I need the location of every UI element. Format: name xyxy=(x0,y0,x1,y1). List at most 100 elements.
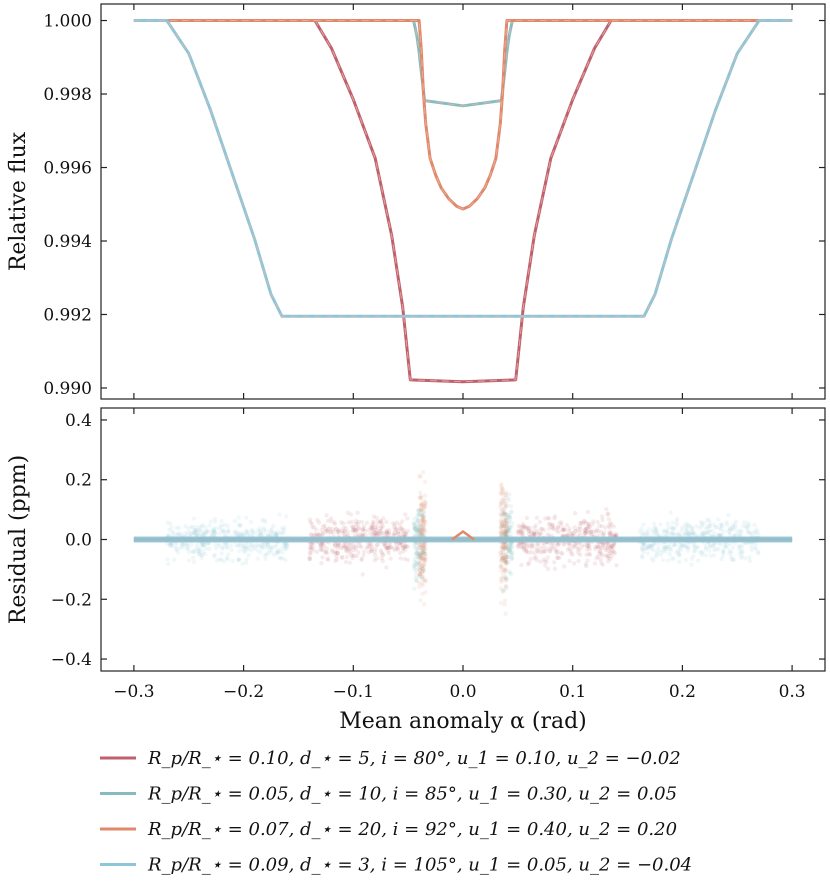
residual-point xyxy=(594,529,599,534)
residual-point xyxy=(712,542,717,547)
residual-point xyxy=(654,550,659,555)
residual-point xyxy=(498,518,503,523)
residual-point xyxy=(745,530,751,535)
residual-point xyxy=(226,530,231,535)
residual-point xyxy=(753,546,759,552)
residual-point xyxy=(501,511,507,517)
residual-point xyxy=(191,555,196,560)
residual-point xyxy=(552,514,558,519)
residual-point xyxy=(324,528,329,534)
residual-point xyxy=(422,551,427,557)
residual-point xyxy=(697,549,702,555)
residual-point xyxy=(699,550,704,555)
residual-point xyxy=(538,531,543,536)
residual-point xyxy=(347,542,353,547)
residual-point xyxy=(674,522,679,527)
residual-point xyxy=(503,567,508,572)
residual-point xyxy=(392,527,397,532)
residual-point xyxy=(244,546,249,551)
residual-point xyxy=(586,521,591,527)
residual-point xyxy=(200,542,205,547)
residual-point xyxy=(685,545,690,550)
residual-point xyxy=(416,512,422,517)
residual-point xyxy=(503,529,508,534)
residual-point xyxy=(599,551,604,556)
residual-point xyxy=(352,553,357,559)
residual-point xyxy=(691,543,696,549)
residual-point xyxy=(582,519,587,524)
residual-point xyxy=(503,528,508,534)
residual-point xyxy=(259,532,264,538)
residual-point xyxy=(745,520,750,526)
residual-point xyxy=(561,542,567,547)
residual-point xyxy=(220,528,226,533)
residual-point xyxy=(574,544,580,549)
residual-point xyxy=(507,545,512,550)
residual-point xyxy=(749,544,754,549)
residual-point xyxy=(357,543,362,549)
residual-point xyxy=(692,531,697,536)
residual-point xyxy=(664,530,669,535)
residual-point xyxy=(747,558,752,564)
residual-point xyxy=(700,552,705,558)
residual-point xyxy=(372,552,378,558)
residual-point xyxy=(681,543,686,548)
residual-point xyxy=(320,555,325,560)
residual-point xyxy=(541,545,546,550)
residual-point xyxy=(308,547,313,552)
residual-point xyxy=(237,543,243,548)
residual-point xyxy=(692,541,697,547)
residual-point xyxy=(252,530,257,535)
residual-point xyxy=(186,546,191,552)
residual-point xyxy=(595,544,600,549)
residual-point xyxy=(503,500,508,505)
residual-point xyxy=(498,505,503,510)
residual-point xyxy=(666,544,671,550)
residual-point xyxy=(606,542,611,547)
residual-point xyxy=(418,545,423,551)
residual-point xyxy=(417,524,422,530)
residual-point xyxy=(692,545,698,550)
residual-point xyxy=(412,556,417,562)
residual-point xyxy=(502,532,507,537)
residual-point xyxy=(532,532,537,537)
residual-point xyxy=(185,542,190,547)
residual-point xyxy=(552,547,558,552)
residual-point xyxy=(420,518,426,523)
residual-point xyxy=(500,526,506,531)
residual-point xyxy=(666,525,671,530)
residual-point xyxy=(554,550,559,556)
residual-point xyxy=(238,523,243,528)
residual-point xyxy=(193,546,199,551)
residual-point xyxy=(504,529,509,535)
bottom-y-tick-label: 0.0 xyxy=(65,531,92,551)
residual-point xyxy=(369,544,375,549)
residual-point xyxy=(501,511,506,517)
residual-point xyxy=(233,529,238,534)
residual-point xyxy=(520,531,526,537)
residual-point xyxy=(604,507,609,512)
residual-point xyxy=(327,526,332,531)
residual-point xyxy=(307,550,313,555)
residual-point xyxy=(203,525,208,530)
residual-point xyxy=(504,520,509,526)
residual-point xyxy=(419,503,424,508)
residual-point xyxy=(549,546,554,551)
residual-point xyxy=(545,515,551,521)
residual-point xyxy=(417,553,422,558)
residual-point xyxy=(308,520,313,525)
residual-point xyxy=(565,547,571,552)
residual-point xyxy=(274,532,279,537)
residual-point xyxy=(721,548,726,554)
residual-point xyxy=(419,508,424,513)
residual-point xyxy=(220,546,225,551)
residual-point xyxy=(394,544,400,550)
residual-point xyxy=(500,548,506,553)
residual-point xyxy=(507,514,512,520)
residual-point xyxy=(421,566,426,571)
residual-point xyxy=(198,552,204,558)
residual-point xyxy=(611,544,616,550)
residual-point xyxy=(668,548,673,553)
residual-point xyxy=(394,526,399,531)
residual-point xyxy=(337,543,342,549)
